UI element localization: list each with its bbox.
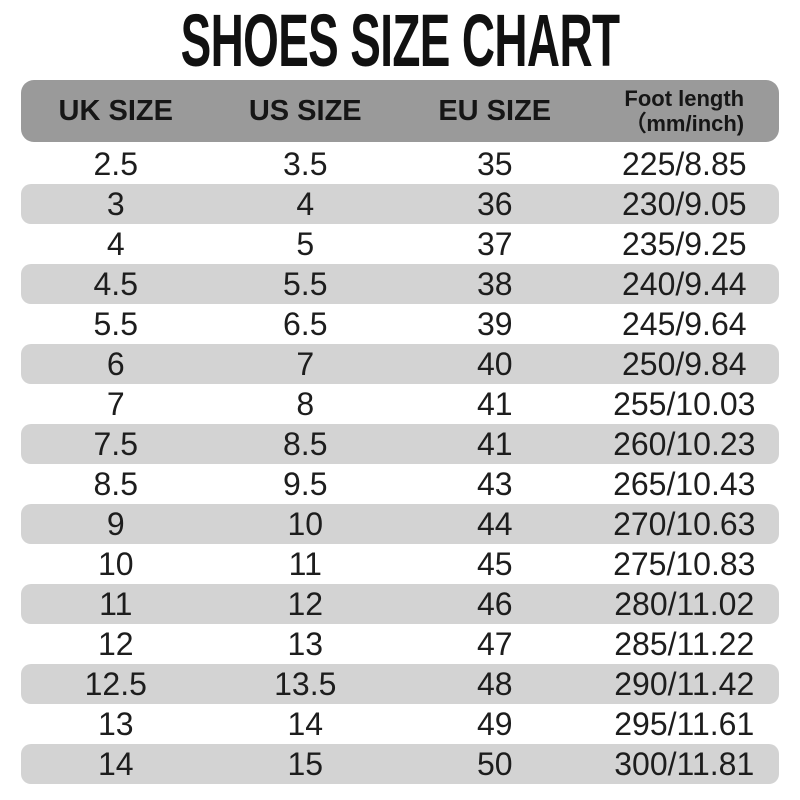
cell-uk-size: 13 [97,705,134,742]
cell-foot-length: 255/10.03 [613,385,756,422]
table-row: 3 4 36 230/9.05 [21,184,779,224]
table-header-row: UK SIZE US SIZE EU SIZE Foot length （mm/… [21,80,779,142]
cell-uk-size: 5.5 [93,305,138,342]
cell-us-size: 5 [296,225,315,262]
cell-eu-size: 41 [476,385,513,422]
cell-foot-length: 275/10.83 [613,545,756,582]
cell-us-size: 9.5 [283,465,328,502]
table-row: 4.5 5.5 38 240/9.44 [21,264,779,304]
cell-us-size: 10 [287,505,324,542]
table-row: 13 14 49 295/11.61 [21,704,779,744]
cell-uk-size: 10 [97,545,134,582]
header-uk-size: UK SIZE [58,94,173,127]
cell-foot-length: 225/8.85 [621,145,747,182]
cell-eu-size: 43 [476,465,513,502]
cell-foot-length: 240/9.44 [621,265,747,302]
cell-foot-length: 270/10.63 [613,505,756,542]
cell-eu-size: 38 [476,265,513,302]
cell-uk-size: 7.5 [93,425,138,462]
cell-uk-size: 8.5 [93,465,138,502]
header-foot-length: Foot length （mm/inch) [590,86,780,137]
table-row: 5.5 6.5 39 245/9.64 [21,304,779,344]
header-foot-length-line1: Foot length [624,85,745,111]
table-row: 9 10 44 270/10.63 [21,504,779,544]
cell-us-size: 6.5 [283,305,328,342]
cell-uk-size: 12 [97,625,134,662]
page-title: SHOES SIZE CHART [180,0,620,82]
cell-foot-length: 230/9.05 [621,185,747,222]
cell-eu-size: 47 [476,625,513,662]
cell-eu-size: 39 [476,305,513,342]
cell-uk-size: 2.5 [93,145,138,182]
cell-us-size: 14 [287,705,324,742]
cell-eu-size: 49 [476,705,513,742]
cell-eu-size: 45 [476,545,513,582]
cell-us-size: 7 [296,345,315,382]
cell-eu-size: 48 [476,665,513,702]
table-row: 7 8 41 255/10.03 [21,384,779,424]
header-eu-size: EU SIZE [438,94,552,127]
cell-foot-length: 300/11.81 [614,745,755,782]
cell-uk-size: 9 [106,505,125,542]
cell-uk-size: 6 [106,345,125,382]
table-row: 7.5 8.5 41 260/10.23 [21,424,779,464]
cell-uk-size: 7 [106,385,125,422]
header-us-size: US SIZE [248,94,362,127]
table-row: 11 12 46 280/11.02 [21,584,779,624]
cell-eu-size: 50 [476,745,513,782]
table-row: 2.5 3.5 35 225/8.85 [21,144,779,184]
cell-us-size: 11 [288,545,322,582]
cell-foot-length: 290/11.42 [614,665,755,702]
cell-eu-size: 35 [476,145,513,182]
cell-us-size: 12 [287,585,324,622]
cell-uk-size: 3 [106,185,125,222]
table-row: 10 11 45 275/10.83 [21,544,779,584]
cell-us-size: 4 [296,185,315,222]
cell-foot-length: 280/11.02 [614,585,755,622]
table-row: 8.5 9.5 43 265/10.43 [21,464,779,504]
cell-eu-size: 37 [476,225,513,262]
cell-us-size: 8 [296,385,315,422]
cell-foot-length: 260/10.23 [613,425,756,462]
cell-us-size: 5.5 [283,265,328,302]
cell-uk-size: 4.5 [93,265,138,302]
table-row: 4 5 37 235/9.25 [21,224,779,264]
cell-us-size: 13.5 [274,665,337,702]
cell-foot-length: 295/11.61 [614,705,755,742]
cell-foot-length: 265/10.43 [613,465,756,502]
cell-us-size: 13 [287,625,324,662]
table-row: 14 15 50 300/11.81 [21,744,779,784]
cell-us-size: 15 [287,745,324,782]
cell-foot-length: 250/9.84 [621,345,747,382]
size-table: UK SIZE US SIZE EU SIZE Foot length （mm/… [21,80,779,784]
cell-foot-length: 285/11.22 [614,625,755,662]
cell-foot-length: 235/9.25 [621,225,747,262]
cell-uk-size: 11 [99,585,133,622]
cell-us-size: 8.5 [283,425,328,462]
cell-eu-size: 40 [476,345,513,382]
table-row: 6 7 40 250/9.84 [21,344,779,384]
cell-uk-size: 14 [97,745,134,782]
header-foot-length-line2: （mm/inch) [624,111,745,136]
cell-uk-size: 4 [106,225,125,262]
cell-eu-size: 46 [476,585,513,622]
table-row: 12 13 47 285/11.22 [21,624,779,664]
cell-eu-size: 36 [476,185,513,222]
cell-us-size: 3.5 [283,145,328,182]
cell-eu-size: 41 [476,425,513,462]
cell-eu-size: 44 [476,505,513,542]
cell-uk-size: 12.5 [84,665,147,702]
table-row: 12.5 13.5 48 290/11.42 [21,664,779,704]
cell-foot-length: 245/9.64 [621,305,747,342]
table-body: 2.5 3.5 35 225/8.85 3 4 36 230/9.05 4 5 … [21,144,779,784]
